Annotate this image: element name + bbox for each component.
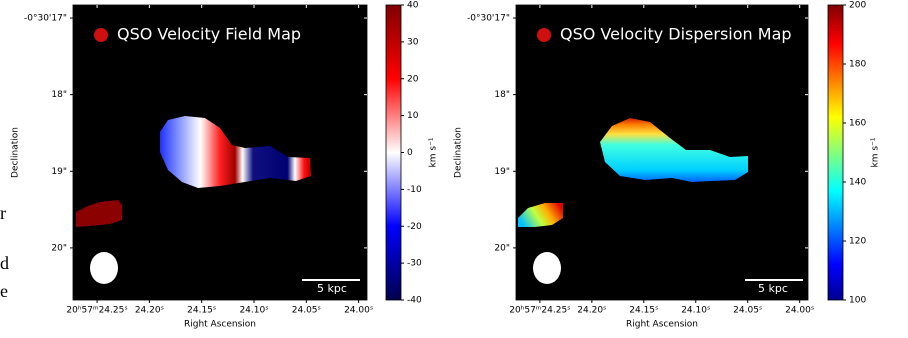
y-tick-label: 19" bbox=[51, 167, 67, 177]
y-tick-label: -0°30'17" bbox=[467, 14, 510, 24]
x-tick-label: 24.15ˢ bbox=[187, 306, 216, 316]
colorbar-tick-label: 180 bbox=[849, 60, 866, 70]
x-tick-label: 24.00ˢ bbox=[785, 306, 814, 316]
colorbar-tick-label: 200 bbox=[849, 1, 866, 11]
x-tick-label: 24.00ˢ bbox=[344, 306, 373, 316]
margin-text: r bbox=[0, 203, 6, 223]
margin-text: e bbox=[0, 281, 8, 301]
y-axis-label: Declination bbox=[11, 127, 21, 178]
y-tick-label: 18" bbox=[51, 90, 67, 100]
x-tick-label: 24.20ˢ bbox=[577, 306, 606, 316]
colorbar-tick-label: 30 bbox=[407, 37, 419, 47]
colorbar bbox=[828, 5, 843, 300]
colorbar-tick-label: -20 bbox=[407, 222, 422, 232]
colorbar-label: km s⁻¹ bbox=[429, 137, 439, 167]
panel-title: QSO Velocity Field Map bbox=[117, 25, 301, 44]
y-tick-label: 19" bbox=[494, 167, 510, 177]
colorbar-tick-label: 100 bbox=[849, 296, 866, 306]
x-axis-label: Right Ascension bbox=[184, 320, 256, 330]
colorbar-tick-label: -10 bbox=[407, 185, 422, 195]
colorbar-tick-label: 160 bbox=[849, 119, 866, 129]
x-tick-label: 24.20ˢ bbox=[135, 306, 164, 316]
colorbar-tick-label: 10 bbox=[407, 111, 419, 121]
colorbar-tick-label: 40 bbox=[407, 1, 419, 11]
colorbar-tick-label: 140 bbox=[849, 178, 866, 188]
colorbar bbox=[386, 5, 401, 300]
scale-bar-label: 5 kpc bbox=[317, 282, 347, 295]
colorbar-tick-label: -40 bbox=[407, 296, 422, 306]
y-tick-label: 20" bbox=[494, 243, 510, 253]
y-tick-label: 20" bbox=[51, 243, 67, 253]
y-tick-label: -0°30'17" bbox=[24, 14, 67, 24]
x-tick-label: 20ʰ57ᵐ24.25ˢ bbox=[66, 306, 127, 316]
beam bbox=[90, 252, 118, 284]
colorbar-tick-label: -30 bbox=[407, 259, 422, 269]
panel-title: QSO Velocity Dispersion Map bbox=[560, 25, 792, 44]
x-tick-label: 24.15ˢ bbox=[629, 306, 658, 316]
x-axis-label: Right Ascension bbox=[626, 320, 698, 330]
margin-text: d bbox=[0, 253, 9, 273]
x-tick-label: 24.05ˢ bbox=[733, 306, 762, 316]
scale-bar-label: 5 kpc bbox=[758, 282, 788, 295]
x-tick-label: 24.05ˢ bbox=[292, 306, 321, 316]
colorbar-tick-label: 0 bbox=[407, 148, 413, 158]
qso-marker bbox=[94, 28, 108, 42]
y-axis-label: Declination bbox=[454, 127, 464, 178]
beam bbox=[533, 252, 561, 284]
qso-marker bbox=[537, 28, 551, 42]
figure: r d e 20ʰ57ᵐ24.25ˢ 24.20ˢ 24.15ˢ 24.10ˢ 24.0… bbox=[0, 0, 908, 338]
colorbar-label: km s⁻¹ bbox=[871, 137, 881, 167]
x-tick-label: 24.10ˢ bbox=[239, 306, 268, 316]
y-tick-label: 18" bbox=[494, 90, 510, 100]
colorbar-tick-label: 20 bbox=[407, 74, 419, 84]
x-tick-label: 24.10ˢ bbox=[681, 306, 710, 316]
colorbar-tick-label: 120 bbox=[849, 237, 866, 247]
x-tick-label: 20ʰ57ᵐ24.25ˢ bbox=[509, 306, 570, 316]
